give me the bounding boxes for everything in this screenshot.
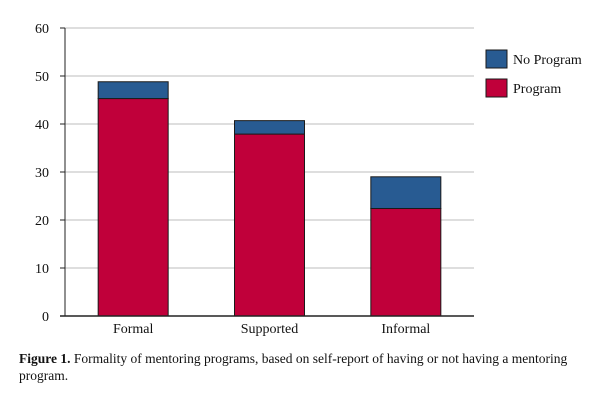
x-tick-label: Supported bbox=[241, 322, 299, 337]
figure-caption: Figure 1. Formality of mentoring program… bbox=[19, 350, 579, 384]
y-tick-label: 10 bbox=[35, 262, 49, 277]
y-tick-label: 60 bbox=[35, 22, 49, 37]
chart: 0 10 20 30 40 50 60 Formal Supported Informal No P… bbox=[35, 22, 582, 337]
y-tick-label: 0 bbox=[42, 310, 49, 325]
caption-text: Formality of mentoring programs, based o… bbox=[19, 351, 568, 383]
legend-swatch-no-program bbox=[485, 49, 508, 69]
y-tick-label: 20 bbox=[35, 214, 49, 229]
y-tick-label: 30 bbox=[35, 166, 49, 181]
bar-no-program bbox=[370, 176, 442, 209]
bar-program bbox=[97, 98, 169, 317]
bar-program bbox=[234, 133, 305, 317]
legend-swatch-program bbox=[485, 78, 508, 98]
x-tick-label: Formal bbox=[113, 322, 154, 337]
y-tick-label: 50 bbox=[35, 70, 49, 85]
x-tick-label: Informal bbox=[381, 322, 430, 337]
legend-label-program: Program bbox=[513, 82, 561, 97]
bar-no-program bbox=[234, 120, 305, 135]
bar-no-program bbox=[97, 81, 169, 100]
y-tick-label: 40 bbox=[35, 118, 49, 133]
legend-label-no-program: No Program bbox=[513, 53, 582, 68]
caption-figure-label: Figure 1. bbox=[19, 351, 71, 366]
bar-program bbox=[370, 207, 442, 317]
